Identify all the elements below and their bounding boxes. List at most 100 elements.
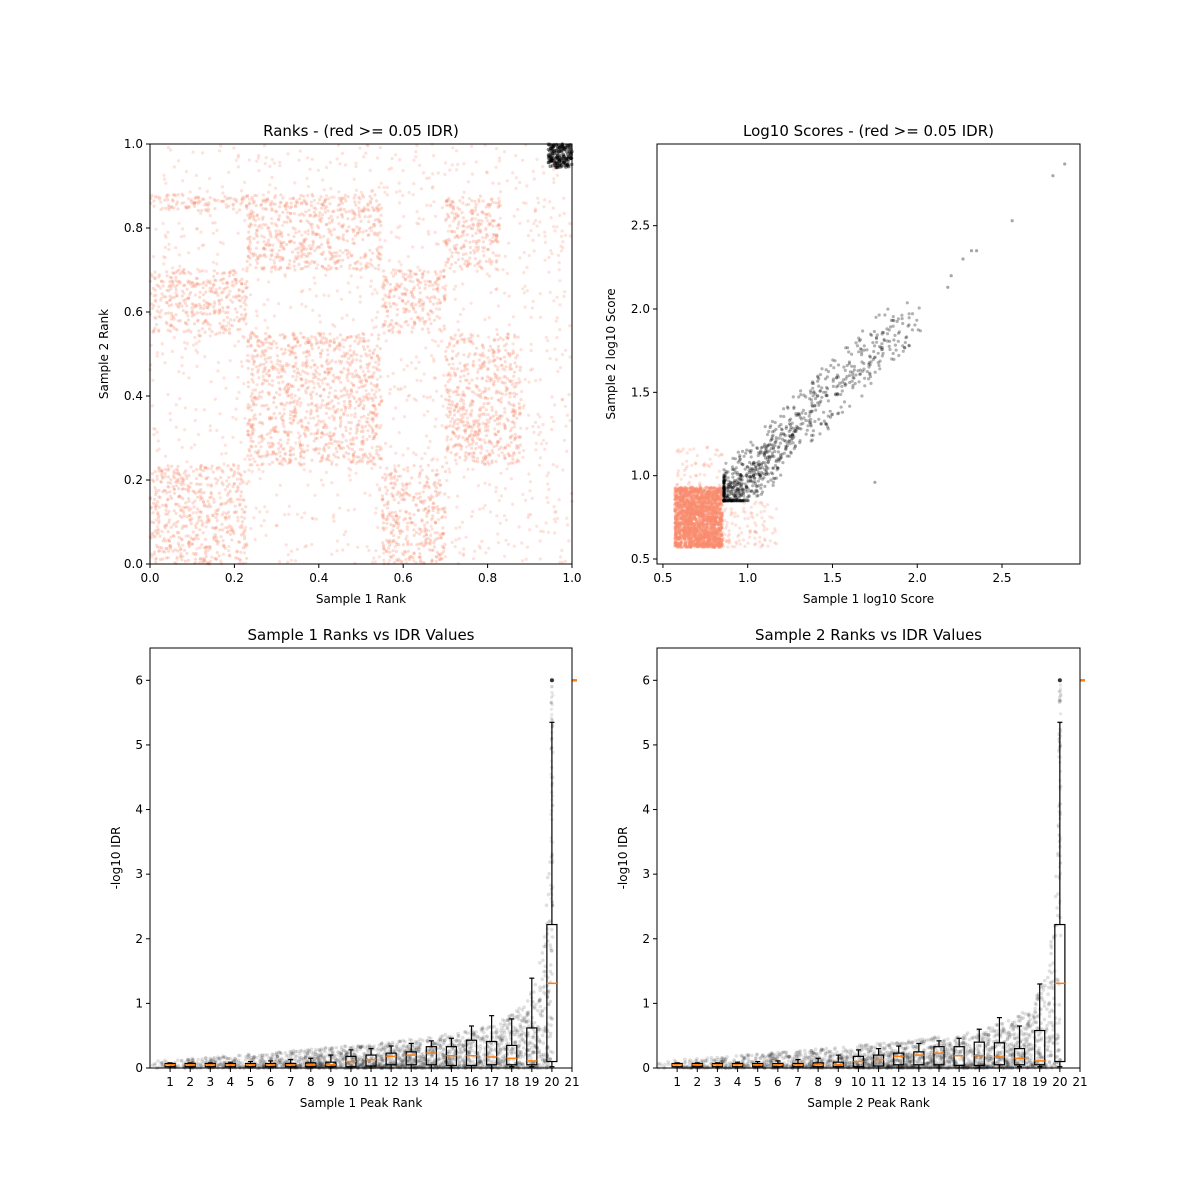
red-point <box>297 461 301 465</box>
red-point <box>299 377 304 382</box>
red-point <box>468 434 472 439</box>
red-point <box>246 454 250 458</box>
red-point <box>279 193 283 197</box>
red-point <box>287 348 291 352</box>
red-point <box>167 509 171 514</box>
red-point <box>223 488 227 492</box>
red-point <box>291 374 295 379</box>
red-point <box>311 517 315 521</box>
red-point <box>264 533 268 538</box>
red-point <box>441 507 445 511</box>
red-point <box>291 346 295 350</box>
red-point <box>377 356 381 360</box>
red-point <box>310 401 314 405</box>
red-point <box>418 268 422 272</box>
red-point <box>366 420 370 424</box>
red-point <box>180 487 184 491</box>
red-point <box>245 556 249 561</box>
red-point <box>182 511 186 515</box>
red-point <box>397 269 401 273</box>
red-point <box>491 360 495 364</box>
red-point <box>373 218 377 222</box>
red-point <box>300 255 304 259</box>
red-point <box>279 243 283 247</box>
red-point <box>305 364 309 368</box>
red-point <box>419 530 424 534</box>
red-point <box>532 177 536 181</box>
red-point <box>460 420 464 424</box>
red-point <box>543 198 547 202</box>
red-point <box>242 498 246 502</box>
red-point <box>365 461 370 465</box>
red-point <box>324 411 329 416</box>
red-point <box>464 378 468 382</box>
red-point <box>401 453 405 457</box>
red-point <box>150 302 154 306</box>
red-point <box>348 431 352 435</box>
red-point <box>189 291 193 295</box>
red-point <box>154 488 158 492</box>
red-point <box>436 517 441 522</box>
red-point <box>494 489 498 494</box>
red-point <box>431 508 435 513</box>
red-point <box>349 274 353 278</box>
red-point <box>418 304 422 308</box>
red-point <box>320 213 324 217</box>
red-point <box>518 256 522 260</box>
red-point <box>326 209 330 213</box>
red-point <box>330 481 334 485</box>
red-point <box>196 537 200 541</box>
red-point <box>445 357 449 361</box>
red-point <box>355 358 359 362</box>
red-point <box>358 295 362 299</box>
red-point <box>187 496 191 501</box>
red-point <box>414 492 418 496</box>
red-point <box>524 557 528 561</box>
red-point <box>169 418 173 422</box>
red-point <box>177 438 181 442</box>
red-point <box>179 552 183 556</box>
red-point <box>373 413 378 417</box>
red-point <box>245 482 249 486</box>
red-point <box>522 449 526 453</box>
red-point <box>328 267 332 271</box>
red-point <box>283 452 287 456</box>
red-point <box>538 220 542 224</box>
red-point <box>279 200 283 204</box>
red-point <box>479 366 483 370</box>
red-point <box>505 271 509 276</box>
red-point <box>520 541 524 545</box>
red-point <box>196 490 201 494</box>
red-point <box>281 258 285 262</box>
red-point <box>150 472 154 476</box>
red-point <box>395 307 400 311</box>
red-point <box>172 476 177 480</box>
red-point <box>347 466 351 470</box>
red-point <box>432 287 436 291</box>
red-point <box>200 244 204 248</box>
red-point <box>497 227 501 231</box>
red-point <box>310 458 314 462</box>
red-point <box>471 359 476 364</box>
red-point <box>227 482 231 486</box>
red-point <box>330 399 334 403</box>
red-point <box>235 315 239 319</box>
red-point <box>220 185 224 189</box>
red-point <box>288 353 292 357</box>
red-point <box>443 492 447 496</box>
red-point <box>469 340 473 344</box>
red-point <box>226 464 230 468</box>
red-point <box>412 320 416 324</box>
red-point <box>194 276 198 280</box>
red-point <box>411 287 415 292</box>
red-point <box>273 452 277 456</box>
red-point <box>248 263 252 267</box>
red-point <box>494 413 498 417</box>
red-point <box>555 316 559 320</box>
red-point <box>459 420 463 424</box>
red-point <box>194 408 198 412</box>
red-point <box>482 254 486 258</box>
red-point <box>309 432 313 436</box>
red-point <box>422 171 426 175</box>
red-point <box>283 272 287 277</box>
